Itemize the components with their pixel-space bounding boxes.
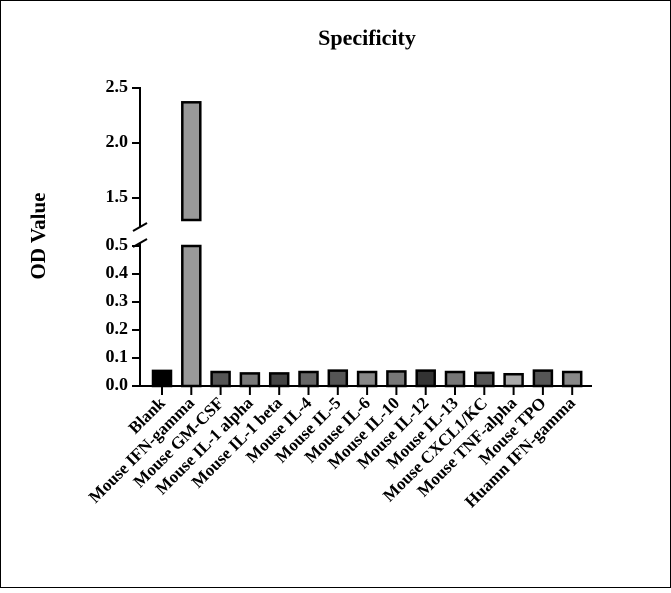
bar <box>444 370 466 388</box>
bar <box>327 369 349 388</box>
chart-title: Specificity <box>318 25 416 50</box>
bar <box>268 372 290 388</box>
y-tick-label: 0.1 <box>106 346 129 366</box>
y-tick-label: 2.0 <box>106 131 129 151</box>
bar <box>151 369 173 388</box>
y-tick-label: 2.5 <box>106 76 129 96</box>
y-axis-label: OD Value <box>26 193 50 280</box>
bar <box>210 370 231 388</box>
bar <box>474 371 495 388</box>
bar <box>561 370 583 388</box>
bar <box>415 369 436 388</box>
bar <box>356 370 378 388</box>
bar <box>181 101 202 222</box>
axis-break <box>132 222 148 232</box>
y-tick-label: 0.5 <box>106 234 129 254</box>
bar <box>298 370 319 388</box>
y-tick-label: 0.0 <box>106 374 129 394</box>
y-tick-label: 0.2 <box>106 318 129 338</box>
bar <box>386 370 407 388</box>
y-tick-label: 0.3 <box>106 290 129 310</box>
y-tick-label: 1.5 <box>106 186 129 206</box>
bar <box>532 369 554 388</box>
bar <box>503 372 524 388</box>
y-tick-label: 0.4 <box>106 262 129 282</box>
bar <box>239 372 261 388</box>
bar <box>181 244 202 388</box>
